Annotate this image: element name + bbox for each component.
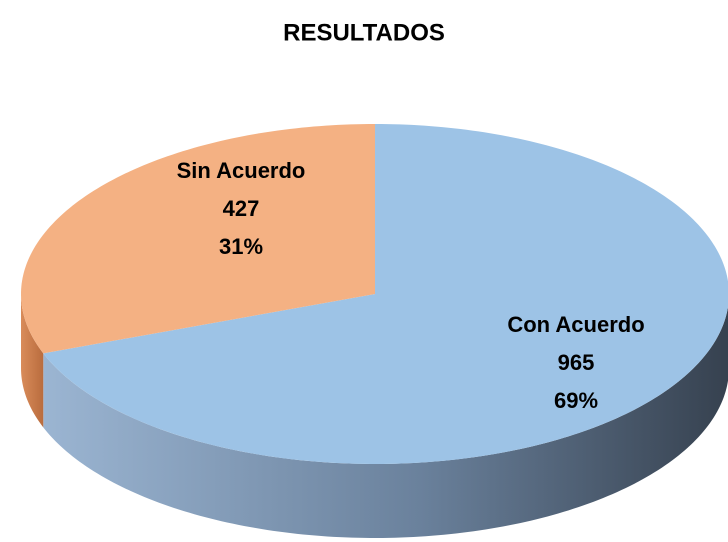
slice-category-label: Con Acuerdo [507, 312, 644, 337]
slice-percent-label: 69% [554, 388, 598, 413]
slice-percent-label: 31% [219, 234, 263, 259]
data-labels: Con Acuerdo 965 69% Sin Acuerdo 427 31% [177, 158, 645, 413]
slice-side [43, 306, 728, 538]
slice [43, 124, 728, 464]
pie-sides [21, 294, 728, 538]
slice-value-label: 965 [558, 350, 595, 375]
pie-slices [21, 124, 728, 464]
chart-title: RESULTADOS [283, 19, 445, 46]
slice [21, 124, 375, 354]
slice-category-label: Sin Acuerdo [177, 158, 306, 183]
slice-value-label: 427 [223, 196, 260, 221]
slice-side [21, 294, 44, 428]
